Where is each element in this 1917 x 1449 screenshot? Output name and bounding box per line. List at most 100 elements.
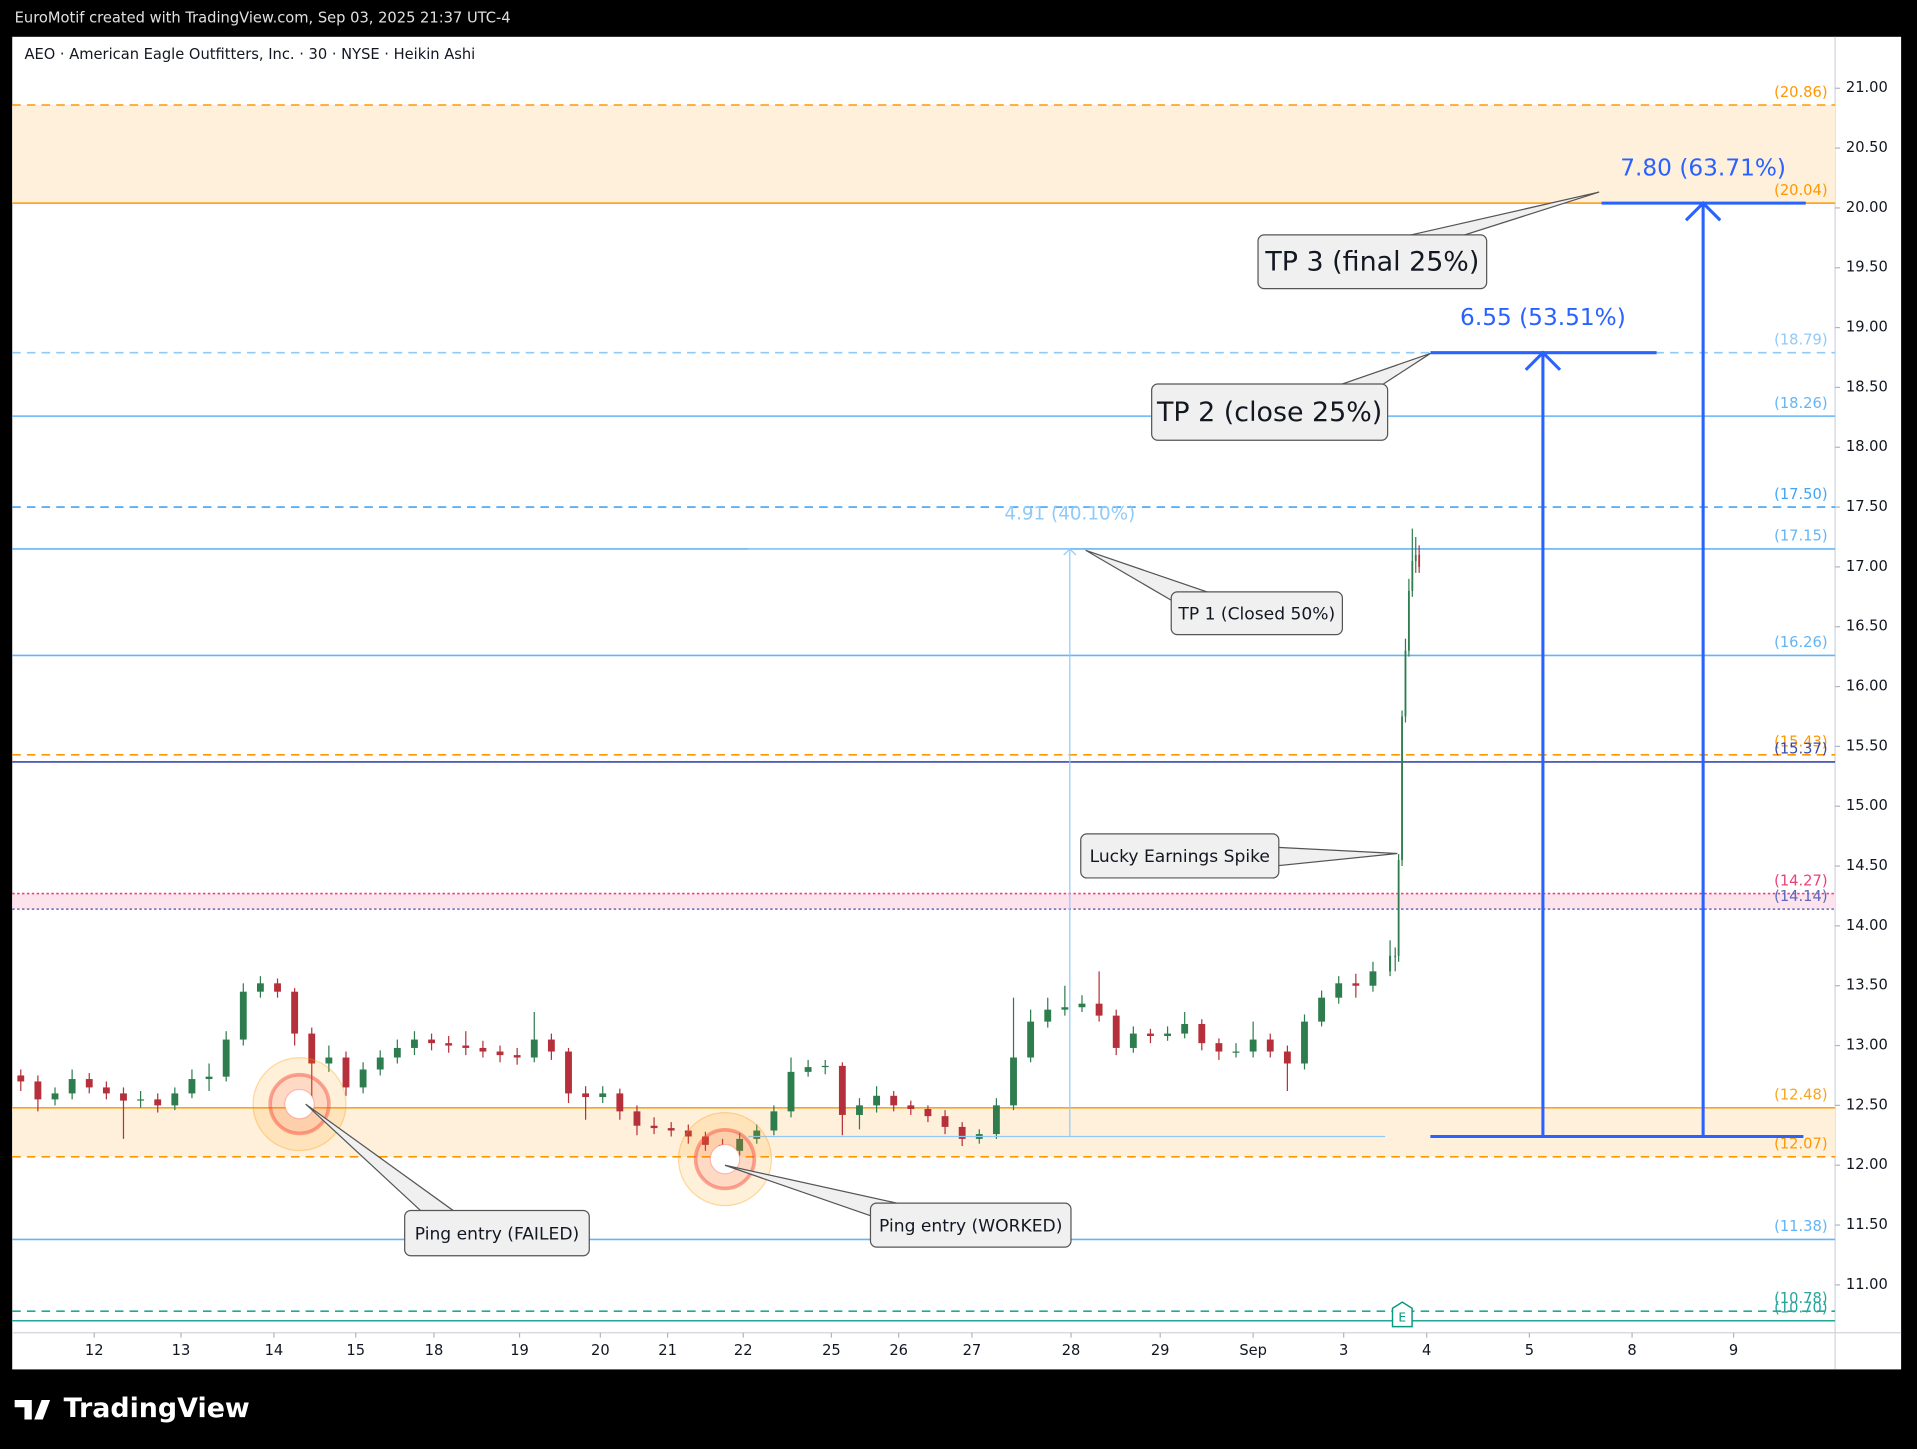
y-tick-label: 18.00 xyxy=(1846,438,1888,455)
measure-arrowhead xyxy=(1524,350,1562,371)
candle-body xyxy=(325,1057,333,1064)
brand-logo: TradingView xyxy=(14,1393,250,1424)
candle-body xyxy=(393,1047,401,1058)
candle-body xyxy=(667,1128,675,1131)
candle-body xyxy=(51,1093,59,1100)
candle-body xyxy=(838,1065,846,1115)
earnings-marker xyxy=(1391,1301,1413,1328)
candle-body xyxy=(222,1039,230,1077)
callout-text: Ping entry (WORKED) xyxy=(879,1216,1062,1236)
candle-body xyxy=(1095,1003,1103,1016)
callout-text: TP 2 (close 25%) xyxy=(1156,397,1382,428)
x-tick-label: 18 xyxy=(425,1342,444,1359)
y-tick-label: 20.00 xyxy=(1846,199,1888,216)
measure-arrowhead xyxy=(1063,548,1077,556)
candle-body xyxy=(1414,554,1417,561)
level-label: (14.27) xyxy=(1774,872,1827,889)
x-tick-label: 8 xyxy=(1627,1342,1636,1359)
measure-label: 6.55 (53.51%) xyxy=(1460,304,1626,331)
x-tick-label: 28 xyxy=(1062,1342,1081,1359)
candle-body xyxy=(547,1039,555,1052)
y-tick-label: 17.00 xyxy=(1846,558,1888,575)
x-tick-label: 3 xyxy=(1339,1342,1348,1359)
candle-body xyxy=(599,1093,607,1097)
level-label: (17.15) xyxy=(1774,528,1827,545)
candle-body xyxy=(1129,1033,1137,1048)
candle-body xyxy=(496,1051,504,1056)
candle-body xyxy=(565,1051,572,1094)
candle-body xyxy=(1404,650,1407,717)
candle-body xyxy=(1266,1039,1274,1052)
level-label: (17.50) xyxy=(1774,486,1827,503)
candle-body xyxy=(1369,971,1377,986)
candle-body xyxy=(941,1116,949,1127)
callout-box xyxy=(1151,383,1389,441)
x-tick-label: 20 xyxy=(591,1342,610,1359)
x-tick-label: 25 xyxy=(822,1342,841,1359)
candle-body xyxy=(17,1075,25,1082)
x-tick-label: Sep xyxy=(1239,1342,1267,1359)
measure-label: 4.91 (40.10%) xyxy=(1004,504,1135,525)
candle-body xyxy=(650,1125,658,1129)
candle-body xyxy=(85,1079,93,1088)
callout-text: TP 3 (final 25%) xyxy=(1264,246,1479,277)
y-tick-label: 12.00 xyxy=(1846,1156,1888,1173)
candle-body xyxy=(188,1079,196,1094)
x-tick-label: 21 xyxy=(658,1342,677,1359)
candle-body xyxy=(1397,860,1400,956)
candle-body xyxy=(821,1065,829,1068)
y-tick-label: 20.50 xyxy=(1846,139,1888,156)
y-tick-label: 14.00 xyxy=(1846,917,1888,934)
candle-body xyxy=(616,1093,624,1112)
candle-body xyxy=(1181,1024,1189,1034)
level-label: (18.79) xyxy=(1774,331,1827,348)
level-label: (20.86) xyxy=(1774,84,1827,101)
candle-body xyxy=(256,983,264,992)
candle-body xyxy=(359,1069,367,1088)
x-tick-label: 29 xyxy=(1151,1342,1170,1359)
candle-body xyxy=(736,1138,744,1151)
candle-body xyxy=(513,1055,521,1058)
candle-body xyxy=(68,1079,76,1094)
level-label: (15.43) xyxy=(1774,734,1827,751)
symbol-title: AEO · American Eagle Outfitters, Inc. · … xyxy=(24,46,475,63)
y-tick-label: 14.50 xyxy=(1846,857,1888,874)
level-label: (14.14) xyxy=(1774,888,1827,905)
callout-box xyxy=(1080,833,1280,879)
candle-body xyxy=(1283,1051,1291,1064)
x-tick-label: 9 xyxy=(1729,1342,1738,1359)
y-tick-label: 12.50 xyxy=(1846,1096,1888,1113)
candle-body xyxy=(1164,1033,1171,1036)
candle-body xyxy=(1061,1007,1069,1010)
candle-body xyxy=(684,1130,692,1137)
x-tick-label: 19 xyxy=(510,1342,529,1359)
candle-body xyxy=(479,1047,487,1052)
x-tick-label: 14 xyxy=(265,1342,284,1359)
candle-body xyxy=(702,1136,709,1145)
x-tick-label: 15 xyxy=(346,1342,365,1359)
level-label: (16.26) xyxy=(1774,634,1827,651)
candle-body xyxy=(873,1095,881,1106)
candle-body xyxy=(992,1105,1000,1135)
candle-body xyxy=(376,1057,384,1070)
candle-body xyxy=(308,1033,316,1064)
candle-body xyxy=(1401,716,1403,861)
candle-body xyxy=(462,1045,470,1048)
callout-box xyxy=(404,1209,590,1257)
candle-body xyxy=(787,1071,795,1112)
candle-body xyxy=(924,1108,932,1117)
candle-body xyxy=(1078,1003,1086,1008)
candle-body xyxy=(120,1093,127,1101)
level-label: (11.38) xyxy=(1774,1218,1827,1235)
level-label: (18.26) xyxy=(1774,395,1827,412)
candle-body xyxy=(171,1093,179,1106)
brand-name: TradingView xyxy=(64,1393,250,1424)
candle-body xyxy=(205,1076,213,1080)
level-zone xyxy=(12,893,1836,910)
x-tick-label: 27 xyxy=(963,1342,982,1359)
candle-body xyxy=(411,1039,418,1048)
y-tick-label: 16.50 xyxy=(1846,618,1888,635)
y-tick-label: 19.00 xyxy=(1846,319,1888,336)
level-label: (20.04) xyxy=(1774,182,1827,199)
